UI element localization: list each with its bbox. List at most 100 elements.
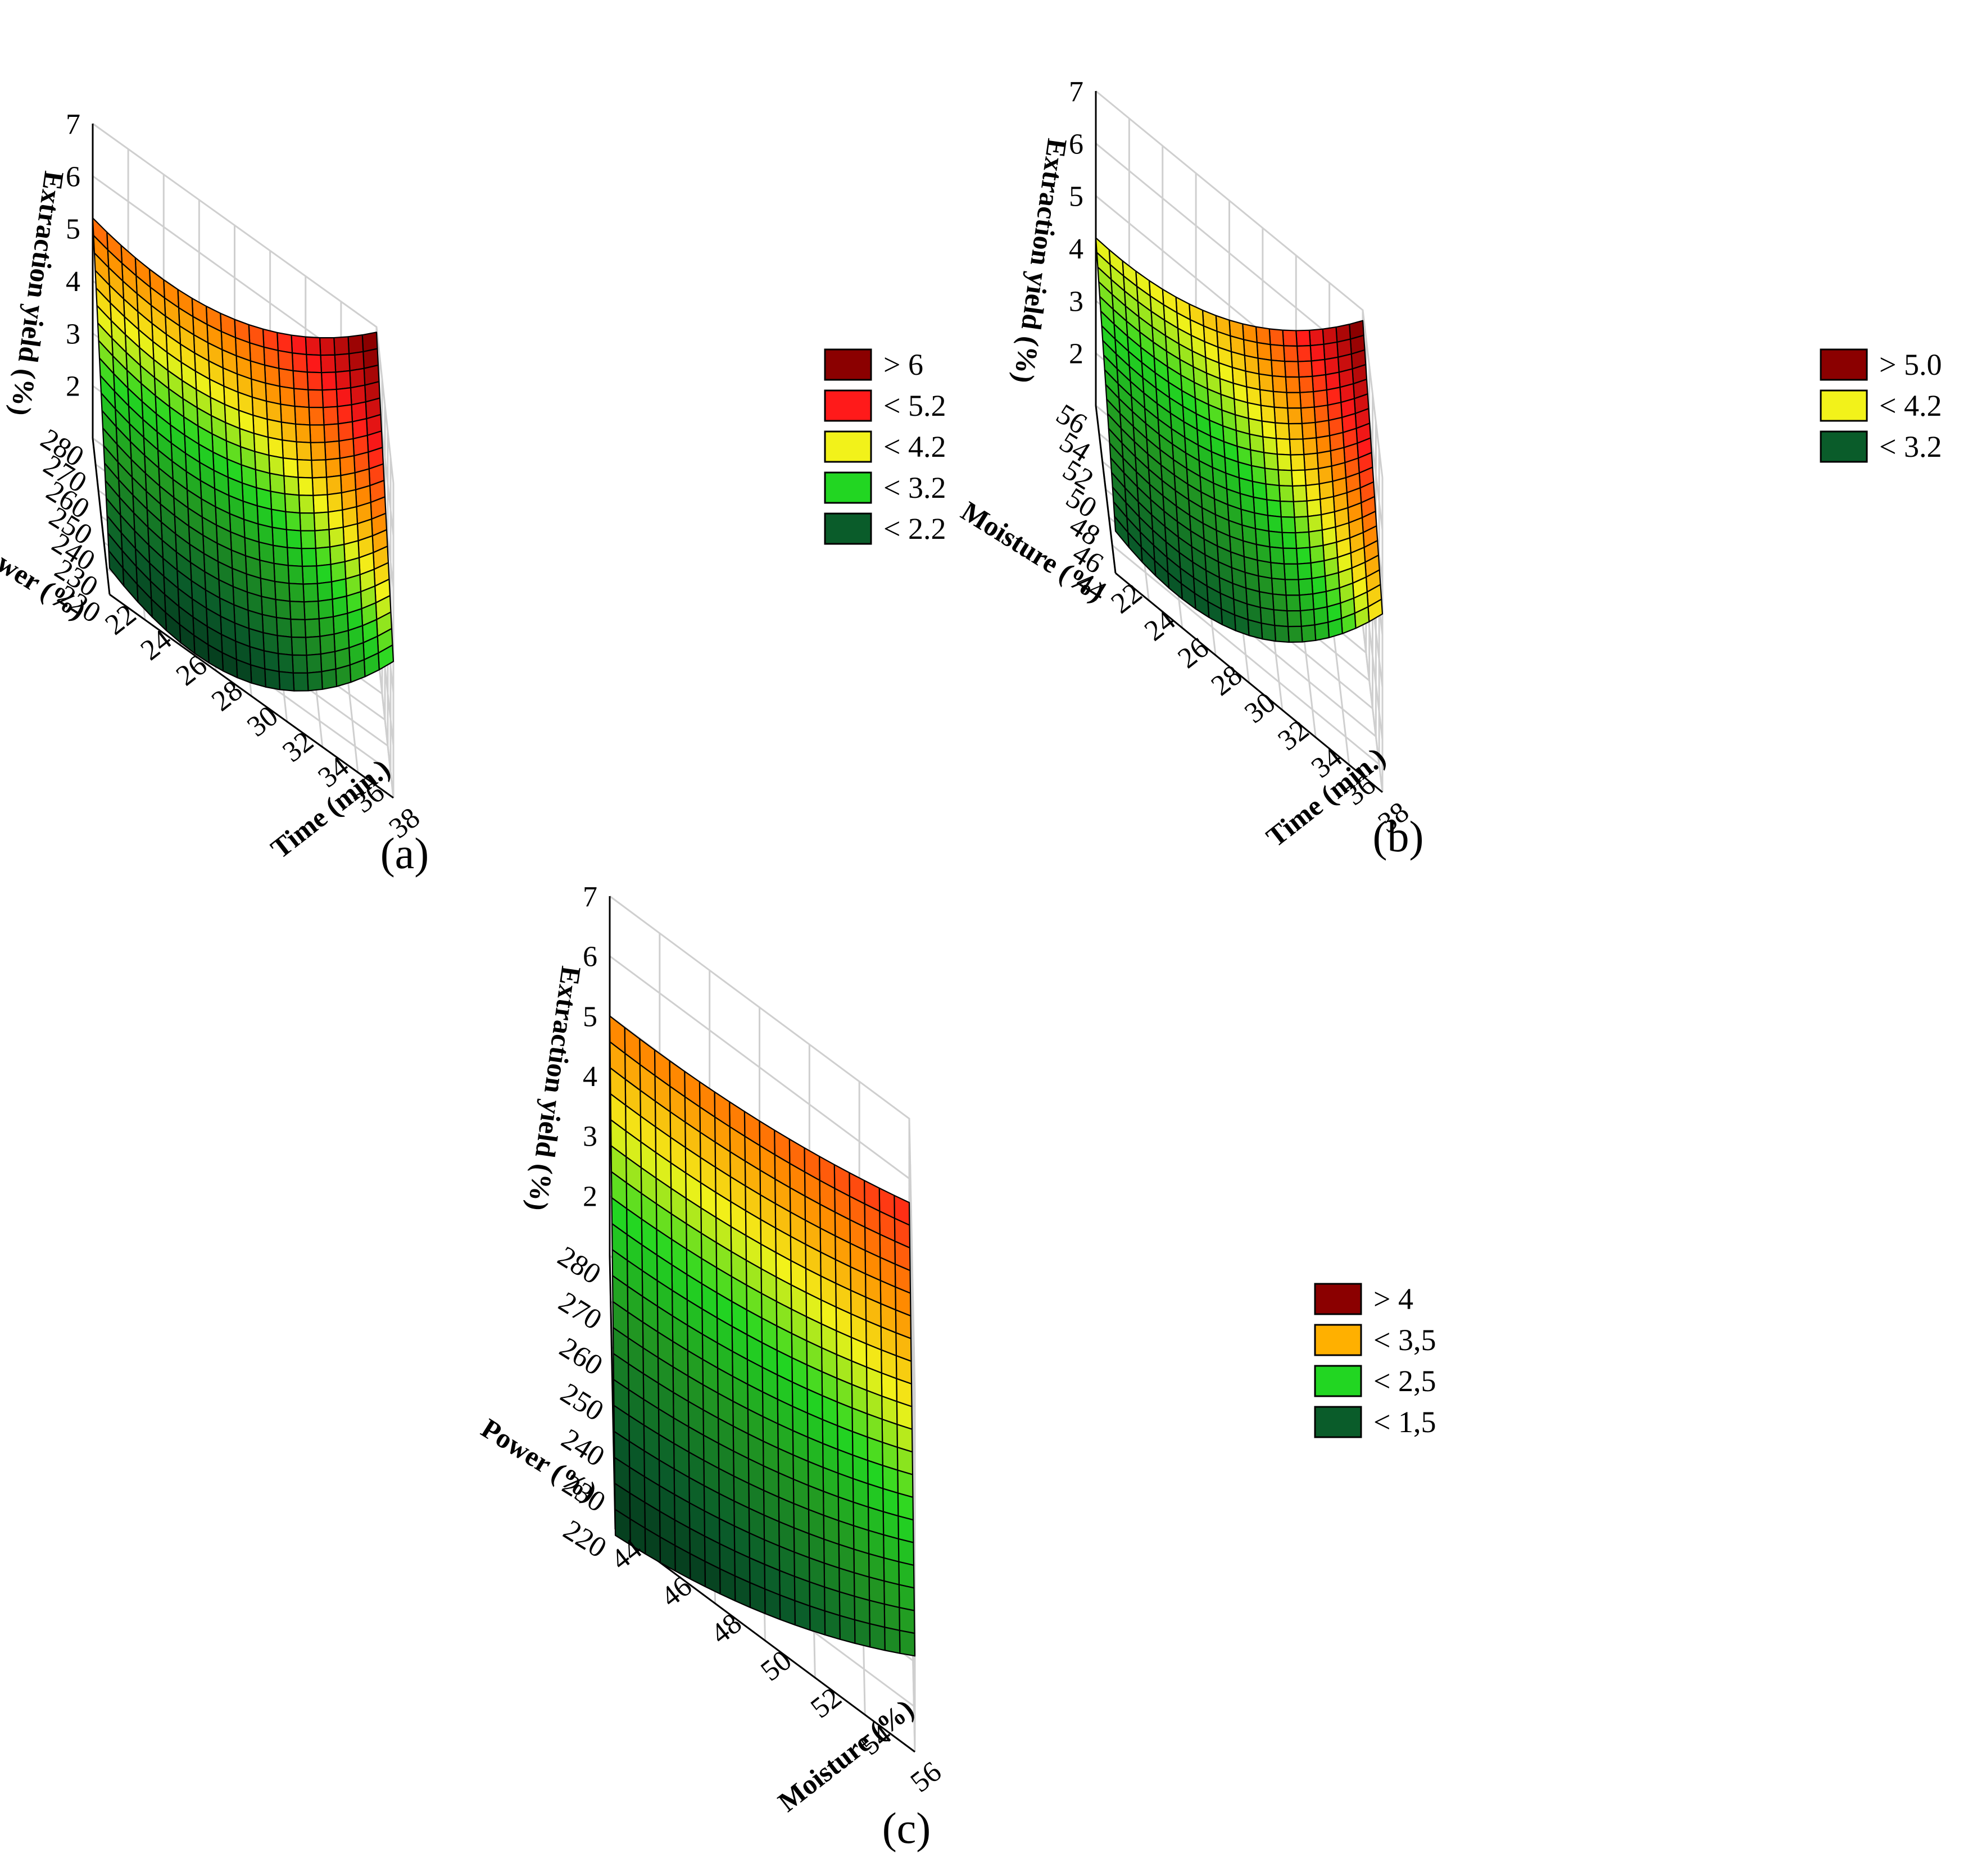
z-tick-label: 2 [1069,338,1083,370]
surface-cell [1299,391,1315,409]
surface-cell [1283,563,1299,580]
x-axis-line [109,593,394,799]
surface-cell [278,367,295,389]
surface-cell [283,475,300,496]
surface-cell [884,1627,901,1654]
surface-cell [883,1557,900,1586]
surface-cell [335,370,352,390]
surface-cell [1295,329,1311,347]
surface-cell [1284,361,1300,378]
surface-cell [308,406,325,426]
surface-cell [1277,469,1294,487]
legend-swatch [1820,430,1868,463]
surface-cell [1300,406,1316,424]
surface-cell [1287,625,1303,643]
surface-cell [794,1600,811,1631]
legend-swatch [824,512,872,545]
legend-label: < 3.2 [1879,430,1942,464]
surface-cell [306,371,323,391]
surface-cell [898,1584,915,1611]
surface-cell [868,1600,886,1628]
surface-cell [1264,467,1280,487]
legend-swatch [1820,389,1868,422]
surface-cell [824,1610,841,1640]
legend-swatch [824,389,872,422]
surface-cell [292,370,309,390]
surface-cell [1291,469,1307,487]
surface-cell [306,353,323,374]
surface-cell [869,1623,886,1651]
wall-grid-line [92,122,394,484]
z-tick-label: 2 [583,1180,597,1212]
z-tick-label: 4 [1069,233,1083,265]
surface-cell [897,1515,914,1543]
legend-swatch [1314,1324,1362,1356]
legend-swatch [1820,348,1868,381]
surface-cell [282,439,298,461]
surface-cell [298,494,315,514]
surface-cell [779,1594,796,1626]
surface-cell [1301,421,1317,440]
surface-cell [883,1534,900,1562]
surface-cell [1287,407,1303,425]
legend-label: < 2,5 [1373,1364,1436,1398]
surface-cell [306,653,323,674]
surface-cell [1289,438,1305,456]
surface-cell [285,529,302,549]
surface-cell [287,565,304,585]
surface-cell [1256,342,1272,361]
surface-cell [1322,326,1338,345]
surface-cell [304,618,321,638]
surface-cell [1291,485,1308,502]
legend-label: < 2.2 [883,512,946,546]
legend-swatch [824,471,872,504]
x-tick-label: 32 [1272,714,1315,757]
floor-grid-line [1112,544,1380,765]
surface-cell [897,1538,915,1566]
surface-cell [1258,373,1274,392]
surface-cell [1308,328,1325,347]
x-tick-label: 30 [1239,687,1281,730]
legend-swatch [824,348,872,381]
surface-cell [1327,617,1343,638]
surface-cell [305,336,321,356]
surface-cell [1268,530,1284,549]
surface-cell [292,672,309,692]
z-tick-label: 5 [583,1001,597,1033]
surface-cell [1304,467,1320,487]
legend-label: < 4.2 [883,430,946,464]
surface-cell [250,664,266,688]
z-tick-label: 5 [1069,181,1083,213]
surface-cell [325,457,342,478]
surface-cell [327,509,344,530]
surface [92,217,394,692]
surface-cell [288,583,305,603]
surface-cell [1313,405,1330,424]
x-tick-label: 32 [276,725,319,769]
surface-cell [309,424,326,443]
surface-cell [883,1604,900,1632]
surface-cell [1281,532,1298,549]
surface-cell [290,619,307,638]
surface-cell [270,508,287,530]
surface-cell [274,580,291,602]
legend: > 5.0 < 4.2 < 3.2 [1820,348,1942,464]
surface-cell [1261,420,1277,439]
wall-grid-line [609,895,916,1393]
surface-cell [1303,452,1319,471]
surface-cell [293,388,310,408]
surface-cell [1271,578,1287,596]
surface-cell [320,651,337,673]
surface-cell [318,616,335,637]
surface-cell [268,455,285,477]
surface-cell [1295,531,1311,549]
panel-a: 2224262830323436382202302402502602702802… [0,108,946,878]
surface-cell [1262,436,1278,455]
z-tick-label: 7 [583,881,597,913]
surface-cell [614,1509,631,1546]
surface-cell [337,404,353,425]
surface-cell [868,1576,885,1605]
surface-cell [299,512,316,532]
legend-label: > 6 [883,348,923,381]
